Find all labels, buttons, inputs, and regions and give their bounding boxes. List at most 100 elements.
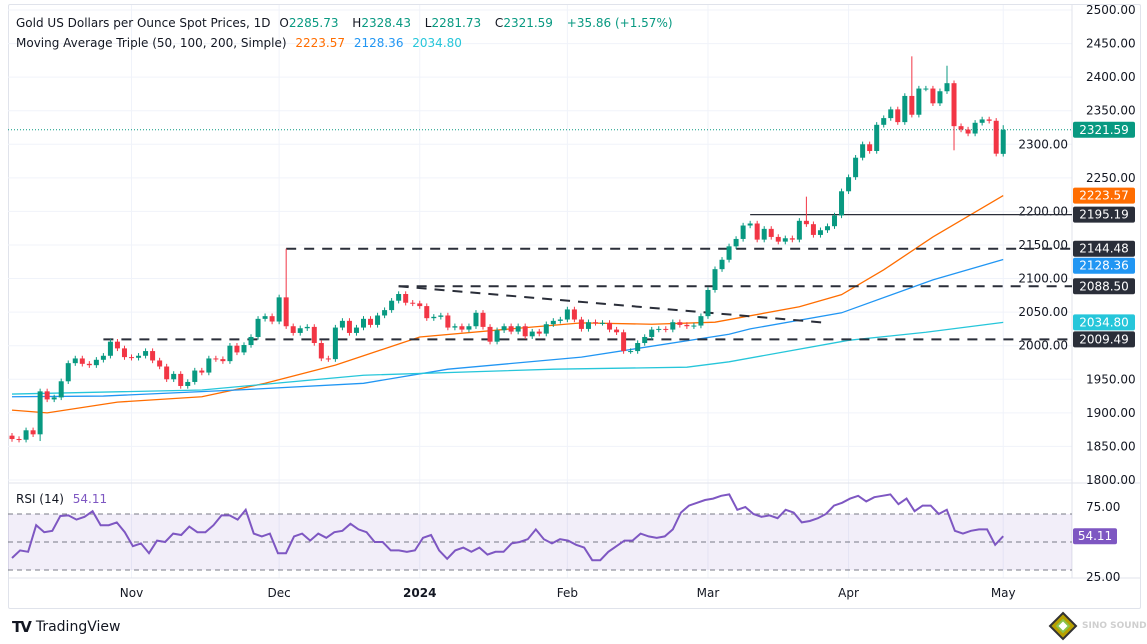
price-badge-label: 2088.50 [1079,279,1129,293]
candle-body [550,320,556,325]
candle [276,294,282,325]
candle-body [220,359,226,362]
price-badge-2128.36 [1073,257,1135,274]
candle [719,257,725,272]
time-axis-label-Mar: Mar [697,586,720,600]
candle-body [1000,129,1006,154]
candle-body [691,325,697,327]
candle [466,323,472,333]
tradingview-logo[interactable]: TV TradingView [12,618,120,636]
candle [937,88,943,107]
candle [445,312,451,331]
candle-body [368,318,374,325]
candle-body [684,324,690,327]
candle-body [459,326,465,330]
candle [670,319,676,333]
candle-body [775,236,781,242]
candle-body [276,297,282,322]
candle [389,298,395,313]
candle [234,343,240,356]
candle [853,155,859,180]
candle [227,343,233,364]
candle [30,427,36,438]
candle-body [501,326,507,331]
candle [424,303,430,321]
candle-body [283,297,289,327]
candle-body [86,363,92,366]
candle [557,316,563,324]
candle-body [733,238,739,247]
candle [501,323,507,333]
candle [571,306,577,323]
candle-body [867,144,873,151]
candle [649,326,655,340]
candle [747,220,753,229]
candle [684,322,690,329]
change-value: +35.86 (+1.57%) [566,16,673,30]
candle [262,313,268,322]
trendline [398,285,828,324]
candle-body [578,319,584,329]
candle [986,116,992,124]
candle [740,222,746,242]
candle-body [297,328,303,333]
candle-body [803,220,809,225]
tradingview-logo-icon: TV [12,618,32,636]
candle-body [972,122,978,134]
candle [100,353,106,363]
candle [993,118,999,157]
rsi-line [11,493,1004,562]
candle [600,320,606,326]
high-value: 2328.43 [361,16,411,30]
candle [79,355,85,367]
candle-body [157,360,163,367]
candle [733,236,739,250]
candle-body [726,246,732,260]
candle [452,323,458,331]
candle [93,357,99,368]
candle [635,340,641,354]
candle-body [353,327,359,333]
candle-body [937,91,943,104]
price-badge-label: 2195.19 [1079,208,1129,222]
price-axis-label: 2050.00 [1018,305,1068,319]
candle-body [607,322,613,330]
candle [550,318,556,327]
candle-body [522,326,528,337]
candle-body [740,225,746,239]
candle-body [789,238,795,240]
price-axis-label: 1950.00 [1086,372,1136,386]
candle [979,116,985,126]
candle-body [375,315,381,325]
candle-body [290,326,296,333]
candle-body [536,331,542,334]
candle-body [171,373,177,380]
candle-body [564,309,570,320]
candle-body [635,343,641,352]
candle [248,334,254,348]
candle [150,348,156,364]
candle [185,379,191,389]
candle [143,348,149,359]
ma-100-line [11,258,1004,398]
sino-sound-watermark: SINO SOUND [1048,611,1147,641]
candle-body [796,220,802,240]
candle [339,318,345,331]
candle-body [424,306,430,319]
price-axis-label: 2300.00 [1018,137,1068,151]
candle [353,324,359,336]
candle [902,93,908,125]
price-badge-2321.59 [1073,121,1135,138]
price-badge-2195.19 [1073,206,1135,223]
candle [206,355,212,376]
candle [332,324,338,362]
candle [832,212,838,229]
candle [796,218,802,243]
rsi-badge [1073,528,1117,545]
candle [361,316,366,331]
candle [691,322,697,329]
price-axis-label: 2250.00 [1086,171,1136,185]
candle [72,355,78,366]
candle [578,316,584,332]
